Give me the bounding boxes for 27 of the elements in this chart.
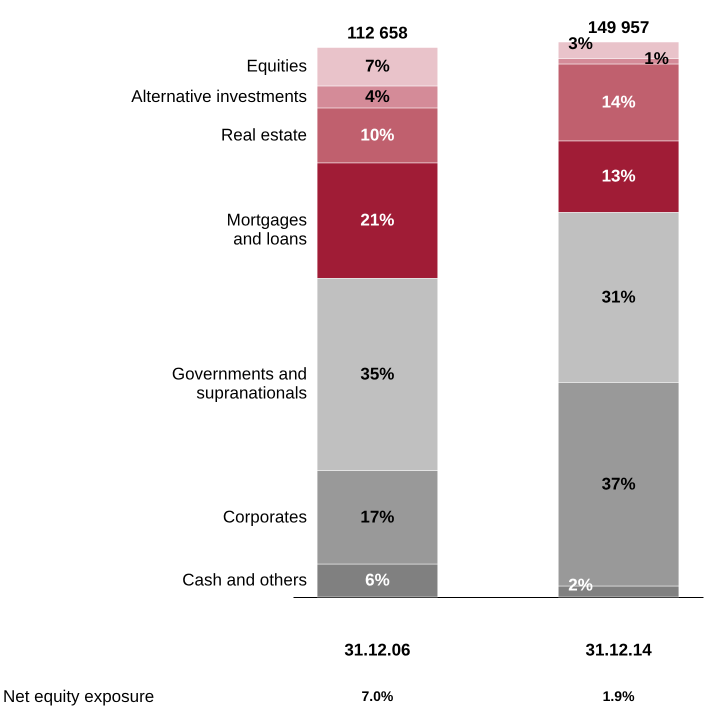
series-label: Equities	[246, 56, 307, 76]
x-tick-label: 31.12.06	[344, 640, 411, 660]
data-label: 17%	[360, 507, 394, 526]
annotation: 149 957	[588, 18, 650, 37]
data-label: 3%	[568, 34, 593, 54]
series-label: Mortgages and loans	[226, 210, 307, 249]
data-label: 4%	[365, 86, 390, 106]
series-label: Alternative investments	[131, 86, 307, 106]
series-label: Real estate	[221, 125, 307, 144]
series-label: Governments and supranationals	[172, 364, 307, 402]
x-tick-label: 31.12.14	[585, 640, 652, 660]
data-label: 31%	[602, 288, 636, 307]
data-label: 7%	[365, 56, 390, 76]
annotation: 112 658	[347, 23, 408, 42]
data-label: 13%	[602, 166, 636, 186]
data-label: 14%	[602, 92, 636, 112]
data-label: 37%	[602, 474, 636, 494]
data-label: 21%	[360, 210, 394, 230]
text: 7.0%	[361, 688, 394, 704]
data-label: 35%	[360, 364, 394, 384]
data-label: 1%	[644, 49, 669, 68]
data-label: 6%	[365, 570, 390, 590]
text: Net equity exposure	[3, 687, 154, 706]
series-label: Cash and others	[182, 570, 307, 590]
text: 1.9%	[602, 688, 636, 704]
series-label: Corporates	[222, 507, 307, 526]
data-label: 10%	[360, 125, 394, 144]
